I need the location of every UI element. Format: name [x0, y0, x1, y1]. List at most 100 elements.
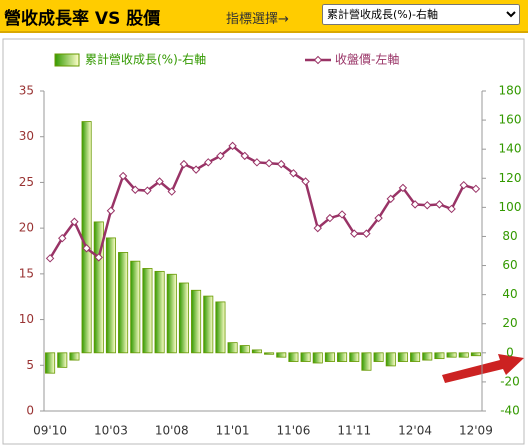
- y2-tick-label: 60: [502, 258, 517, 272]
- price-marker: [459, 180, 468, 190]
- bar: [422, 352, 433, 361]
- price-line: [49, 144, 477, 260]
- price-marker: [301, 177, 310, 186]
- bar: [227, 342, 238, 354]
- bar: [191, 289, 202, 354]
- bar: [57, 352, 68, 368]
- bar: [251, 349, 262, 354]
- price-marker: [204, 158, 213, 167]
- price-marker: [447, 204, 456, 214]
- bar: [215, 301, 226, 354]
- price-marker: [240, 151, 249, 161]
- bar: [203, 295, 214, 354]
- bar: [324, 352, 335, 362]
- indicator-select[interactable]: 累計營收成長(%)-右軸: [322, 4, 520, 25]
- legend-label: 累計營收成長(%)-右軸: [85, 52, 206, 67]
- bar: [470, 352, 481, 357]
- price-marker: [423, 201, 432, 210]
- legend-label: 收盤價-左軸: [335, 52, 399, 67]
- x-tick-label: 11'01: [216, 424, 250, 438]
- bar: [105, 237, 116, 354]
- bar: [361, 352, 372, 371]
- y-tick-label: 35: [19, 84, 34, 98]
- bar: [446, 352, 457, 358]
- bar: [397, 352, 408, 362]
- x-tick-label: 11'11: [337, 424, 371, 438]
- y-tick-label: 20: [19, 221, 34, 235]
- y2-tick-label: 180: [499, 84, 522, 98]
- y-tick-label: 5: [26, 358, 34, 372]
- bar: [154, 270, 165, 354]
- bar: [118, 252, 129, 354]
- page-title: 營收成長率 VS 股價: [4, 9, 161, 29]
- y2-tick-label: 100: [499, 200, 522, 214]
- price-marker: [362, 229, 371, 238]
- legend-marker: [313, 55, 323, 65]
- bar: [81, 121, 92, 354]
- y2-tick-label: 160: [499, 113, 522, 127]
- price-marker: [143, 186, 152, 195]
- price-marker: [179, 159, 189, 169]
- bar: [385, 352, 396, 367]
- price-marker: [325, 213, 335, 223]
- price-marker: [264, 159, 274, 168]
- x-tick-label: 12'09: [459, 424, 493, 438]
- price-marker: [313, 223, 322, 233]
- price-marker: [118, 171, 128, 181]
- bar: [142, 268, 153, 354]
- legend-swatch: [54, 53, 80, 67]
- bar: [410, 352, 421, 362]
- bar: [178, 282, 189, 354]
- bar: [69, 352, 80, 361]
- price-marker: [131, 185, 140, 194]
- selector-label: 指標選擇→: [226, 12, 289, 27]
- price-marker: [289, 169, 298, 178]
- price-marker: [228, 141, 237, 151]
- x-tick-label: 10'08: [155, 424, 189, 438]
- y2-tick-label: 0: [506, 345, 514, 359]
- bar: [288, 352, 299, 362]
- y2-tick-label: -40: [500, 404, 520, 418]
- price-marker: [45, 254, 55, 263]
- price-marker: [155, 177, 164, 186]
- chart-frame: [2, 38, 525, 445]
- price-marker: [374, 213, 383, 223]
- y-tick-label: 15: [19, 266, 34, 280]
- y-tick-label: 0: [26, 404, 34, 418]
- y-tick-label: 25: [19, 175, 34, 189]
- arrow: [442, 354, 524, 383]
- y2-tick-label: -20: [500, 374, 520, 388]
- bar: [264, 352, 275, 355]
- x-tick-label: 12'04: [398, 424, 432, 438]
- price-marker: [277, 159, 286, 169]
- price-marker: [216, 151, 225, 161]
- price-marker: [410, 200, 420, 209]
- x-tick-label: 10'03: [94, 424, 128, 438]
- bar: [93, 221, 104, 354]
- price-marker: [471, 184, 481, 194]
- price-marker: [398, 183, 408, 193]
- chart: 0 5 10 15 20 25 30 35 -40 -20 0 20 40 60 80 100 120 140 16…: [2, 38, 525, 445]
- y-tick-label: 10: [19, 312, 34, 326]
- y2-tick-label: 40: [502, 287, 517, 301]
- price-marker: [191, 165, 201, 174]
- bar: [239, 345, 250, 354]
- price-marker: [82, 244, 91, 253]
- bar: [276, 352, 287, 358]
- bar: [349, 352, 360, 362]
- price-marker: [94, 253, 103, 262]
- bar: [300, 352, 311, 362]
- header-bar: 營收成長率 VS 股價 指標選擇→ 累計營收成長(%)-右軸: [0, 0, 528, 33]
- y2-tick-label: 80: [502, 229, 517, 243]
- bar: [312, 352, 323, 364]
- bar: [337, 352, 348, 362]
- price-marker: [386, 194, 395, 204]
- price-marker: [106, 206, 116, 215]
- bar: [130, 260, 141, 354]
- price-marker: [337, 210, 347, 219]
- x-tick-label: 11'06: [276, 424, 310, 438]
- price-marker: [70, 217, 79, 226]
- bar: [373, 352, 384, 362]
- price-marker: [435, 200, 444, 209]
